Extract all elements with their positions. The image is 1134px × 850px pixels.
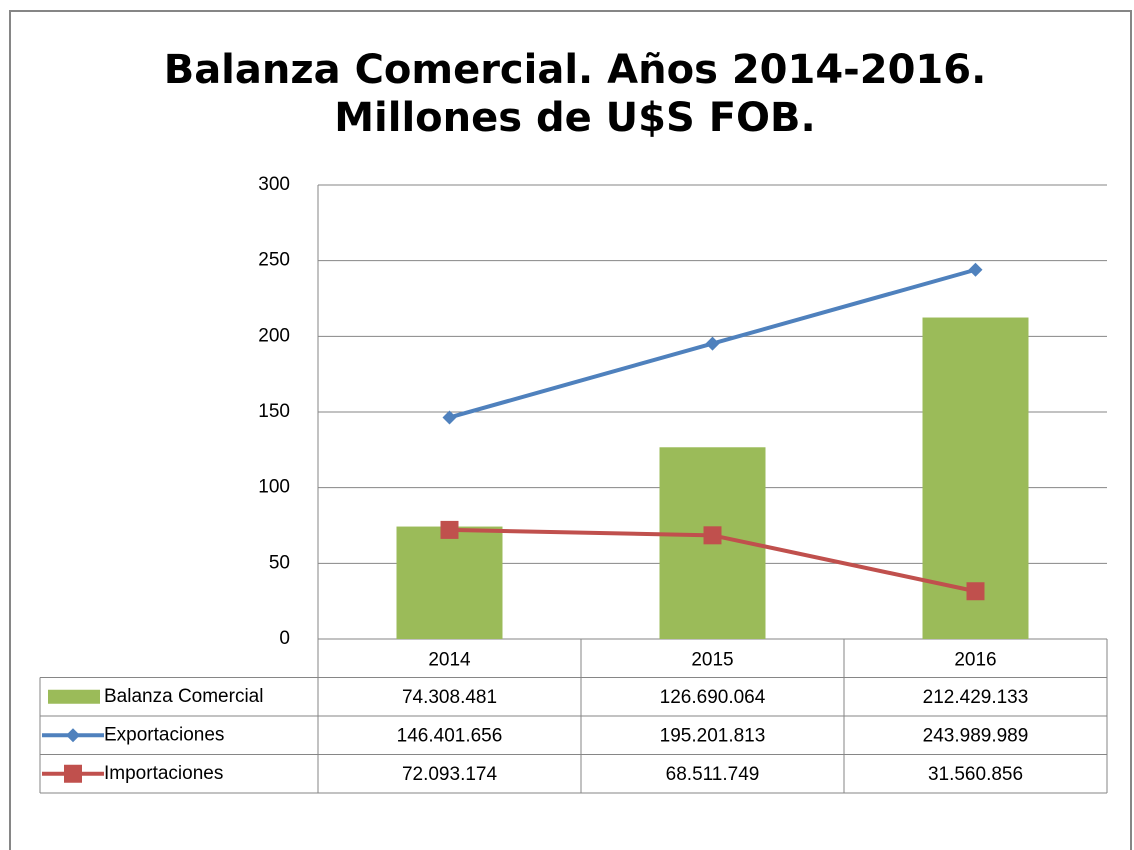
marker xyxy=(440,520,459,539)
chart-title: Millones de U$S FOB. xyxy=(334,95,816,141)
table-value: 72.093.174 xyxy=(402,764,498,785)
table-value: 31.560.856 xyxy=(928,764,1023,785)
legend-key xyxy=(66,728,80,743)
legend-key xyxy=(48,689,100,704)
y-tick-label: 250 xyxy=(258,250,290,271)
y-tick-label: 300 xyxy=(258,174,290,195)
chart-title: Balanza Comercial. Años 2014-2016. xyxy=(164,47,987,93)
marker xyxy=(703,526,722,545)
legend-key xyxy=(64,764,82,783)
marker xyxy=(966,582,985,601)
y-tick-label: 0 xyxy=(279,628,290,649)
legend-label: Balanza Comercial xyxy=(104,686,263,707)
legend-label: Exportaciones xyxy=(104,724,224,745)
table-value: 243.989.989 xyxy=(923,725,1029,746)
y-tick-label: 150 xyxy=(258,401,290,422)
table-value: 195.201.813 xyxy=(660,725,766,746)
x-tick-label: 2014 xyxy=(428,649,471,670)
marker xyxy=(442,410,457,425)
bar xyxy=(396,526,503,639)
x-tick-label: 2015 xyxy=(691,649,733,670)
y-tick-label: 50 xyxy=(269,552,290,573)
x-tick-label: 2016 xyxy=(954,649,996,670)
table-value: 68.511.749 xyxy=(666,764,760,785)
table-value: 212.429.133 xyxy=(923,687,1029,708)
marker xyxy=(705,336,720,351)
y-tick-label: 100 xyxy=(258,477,290,498)
table-value: 126.690.064 xyxy=(660,687,766,708)
table-value: 146.401.656 xyxy=(397,725,503,746)
table-value: 74.308.481 xyxy=(402,687,497,708)
legend-label: Importaciones xyxy=(104,763,223,784)
marker xyxy=(968,262,983,277)
y-tick-label: 200 xyxy=(258,325,290,346)
